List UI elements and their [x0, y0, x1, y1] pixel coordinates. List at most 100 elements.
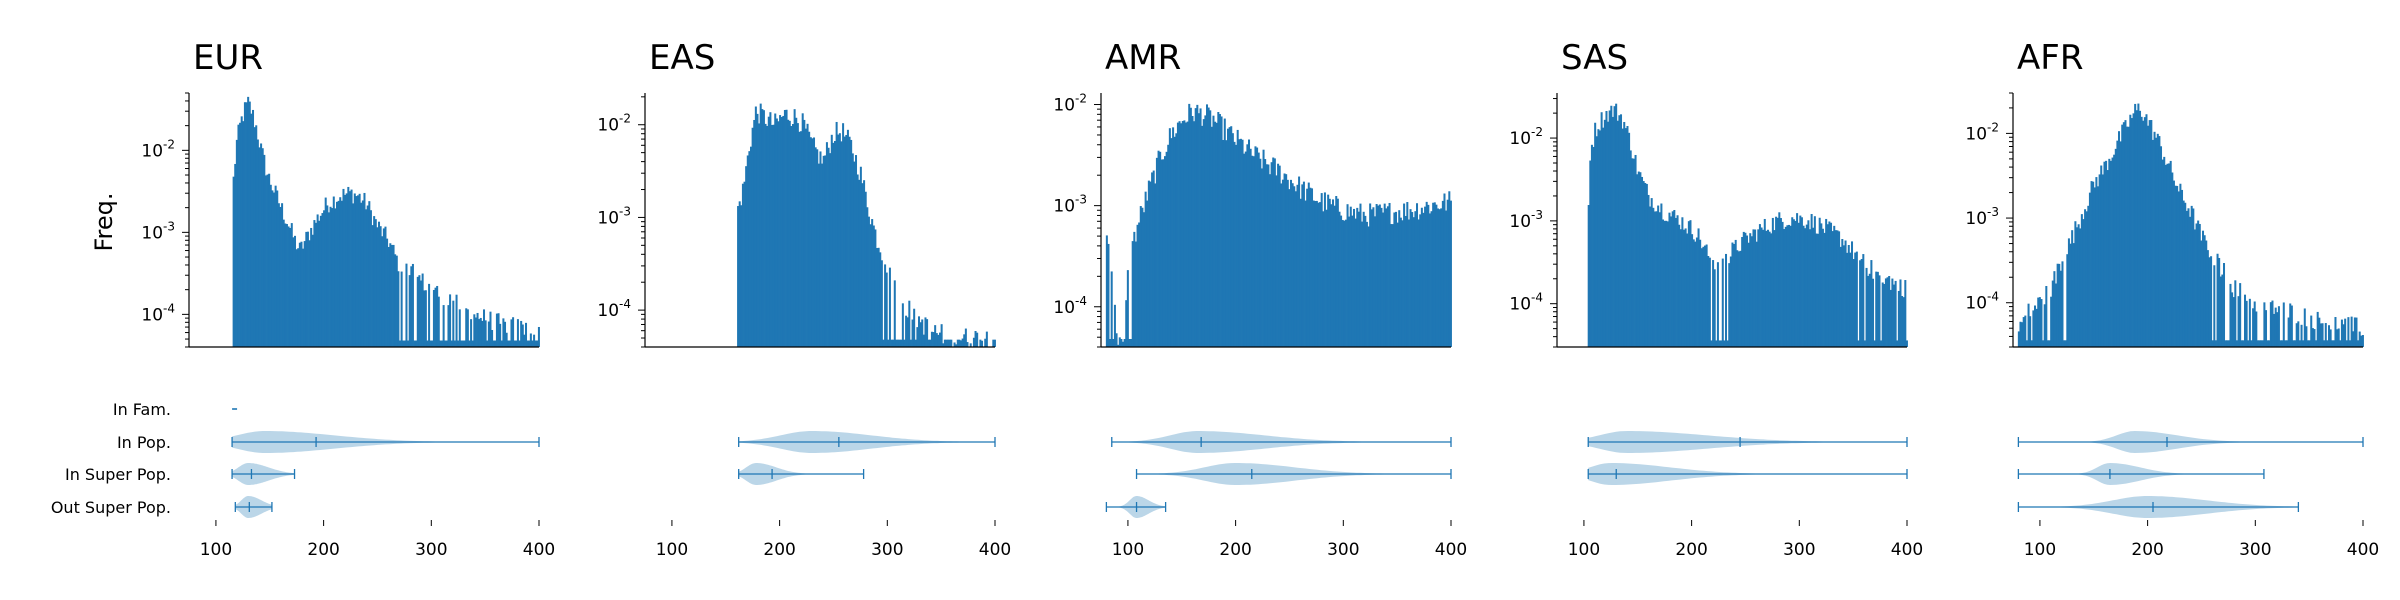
histogram-bar — [252, 109, 255, 347]
y-tick-label: 10-3 — [597, 204, 631, 228]
histogram-bar — [1602, 127, 1605, 348]
histogram-bar — [804, 128, 807, 347]
histogram-bar — [1674, 217, 1677, 347]
histogram-bar — [1621, 128, 1624, 347]
histogram-bar — [290, 223, 293, 347]
histogram-bar — [405, 263, 408, 347]
histogram-bar — [1194, 108, 1197, 347]
histogram-bar — [858, 179, 861, 347]
x-tick-label: 300 — [871, 540, 903, 560]
histogram-bar — [455, 294, 458, 347]
histogram-bar — [1888, 276, 1891, 347]
histogram-bar — [298, 242, 301, 347]
histogram-bar — [418, 275, 421, 347]
histogram-bar — [992, 339, 995, 347]
histogram-bar — [741, 183, 744, 347]
histogram-bar — [1214, 121, 1217, 348]
histogram-bar — [2349, 340, 2352, 347]
histogram-bar — [1632, 158, 1635, 347]
histogram-bar — [2195, 223, 2198, 347]
histogram-bar — [2040, 299, 2043, 347]
histogram-bar — [1275, 175, 1278, 347]
histogram-bar — [1265, 164, 1268, 347]
histogram-bar — [2118, 131, 2121, 347]
histogram-bar — [950, 339, 953, 347]
histogram-bar — [1249, 148, 1252, 347]
histogram-bar — [1281, 179, 1284, 347]
histogram-bar — [2273, 313, 2276, 347]
histogram-bar — [911, 319, 914, 347]
histogram-bar — [1613, 106, 1616, 348]
histogram-bar — [1159, 151, 1162, 347]
histogram-bar — [279, 206, 282, 347]
histogram-bar — [507, 340, 510, 347]
histogram-bar — [945, 339, 948, 347]
histogram-bar — [305, 231, 308, 347]
histogram-bar — [746, 155, 749, 347]
histogram-bar — [1880, 340, 1883, 347]
histogram-bar — [913, 308, 916, 347]
histogram-bar — [2185, 210, 2188, 347]
panel-title: EUR — [193, 38, 263, 78]
histogram-bar — [934, 325, 937, 347]
histogram-bar — [1750, 236, 1753, 347]
histogram-bar — [1589, 160, 1592, 347]
histogram-bar — [324, 197, 327, 347]
histogram-bar — [2121, 124, 2124, 347]
histogram-bar — [2315, 340, 2318, 347]
histogram-bar — [890, 339, 893, 347]
histogram-bar — [2105, 160, 2108, 347]
histogram-bar — [748, 151, 751, 347]
violin-plot — [2017, 431, 2364, 518]
histogram-bar — [426, 340, 429, 347]
histogram-bar — [1425, 201, 1428, 347]
histogram-bar — [294, 235, 297, 347]
histogram-bar — [2184, 202, 2187, 347]
histogram-bar — [2358, 331, 2361, 347]
histogram-bar — [793, 109, 796, 347]
histogram-bar — [740, 205, 743, 347]
histogram-bar — [2218, 257, 2221, 347]
histogram-bar — [366, 205, 369, 347]
histogram-bar — [2064, 340, 2067, 347]
histogram-bar — [1841, 239, 1844, 347]
histogram-bar — [1272, 157, 1275, 347]
histogram-bar — [1799, 215, 1802, 347]
histogram-bar — [1692, 239, 1695, 347]
histogram-bar — [415, 340, 418, 347]
histogram-bar — [859, 166, 862, 347]
histogram-bar — [1902, 297, 1905, 347]
histogram-bar — [1364, 215, 1367, 347]
histogram-bar — [1838, 231, 1841, 347]
histogram-bar — [2208, 257, 2211, 347]
histogram-bar — [1611, 116, 1614, 347]
histogram-bar — [424, 290, 427, 347]
histogram-bar — [1269, 174, 1272, 347]
histogram-bar — [827, 147, 830, 347]
histogram-bar — [1115, 333, 1118, 347]
histogram-bar — [1870, 260, 1873, 347]
histogram-bar — [1357, 211, 1360, 347]
histogram-bar — [1149, 181, 1152, 347]
histogram-bar — [474, 317, 477, 347]
histogram-bar — [2019, 321, 2022, 347]
histogram-bar — [775, 118, 778, 347]
histogram-bar — [1791, 217, 1794, 347]
histogram-bar — [1781, 221, 1784, 347]
histogram-bar — [1398, 210, 1401, 347]
histogram-bar — [315, 222, 318, 347]
histogram-bar — [1359, 203, 1362, 347]
histogram-bar — [1608, 110, 1611, 347]
histogram-bar — [1757, 229, 1760, 347]
histogram-bar — [2202, 230, 2205, 347]
histogram-bar — [336, 201, 339, 347]
histogram-bar — [1280, 183, 1283, 347]
histogram-bar — [432, 289, 435, 347]
histogram-bar — [318, 220, 321, 347]
histogram-bar — [347, 186, 350, 347]
histogram-bar — [1312, 200, 1315, 347]
histogram-bar — [1691, 234, 1694, 347]
histogram-bar — [2244, 294, 2247, 347]
histogram-bar — [1872, 278, 1875, 347]
histogram-bar — [756, 113, 759, 348]
